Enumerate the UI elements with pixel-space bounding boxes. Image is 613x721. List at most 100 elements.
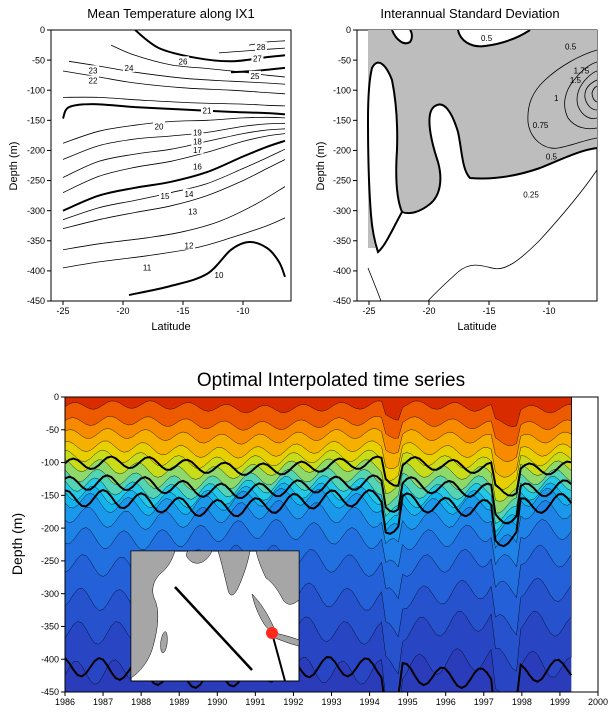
- isotherm-label-25: 25: [251, 72, 260, 81]
- panel-a-y-axis: 0 -50 -100 -150 -200 -250 -300 -350 -400 -450: [27, 25, 51, 306]
- panel-standard-deviation: Interannual Standard Deviation 0.5 0.5 1.7…: [315, 6, 598, 333]
- isotherm-15: [62, 139, 286, 212]
- isotherm-label-bg: [249, 70, 261, 80]
- x-tick-label: -25: [362, 306, 375, 316]
- isotherm-label-bg: [191, 144, 204, 154]
- x-tick-label: 1997: [474, 697, 494, 707]
- y-tick-label: -450: [41, 687, 59, 697]
- x-tick-label: 1989: [169, 697, 189, 707]
- y-tick-label: -50: [32, 55, 45, 65]
- y-tick-label: -300: [41, 589, 59, 599]
- isotherm-16: [62, 133, 286, 193]
- isotherm-label-bg: [255, 41, 267, 51]
- x-tick-label: -15: [482, 306, 495, 316]
- isotherm-17: [62, 128, 286, 178]
- x-tick-label: -10: [236, 306, 249, 316]
- isotherm-label-17: 17: [193, 146, 202, 155]
- panel-time-series: Optimal Interpolated time series 1986 198…: [9, 370, 608, 707]
- y-tick-label: -50: [338, 55, 351, 65]
- isotherm-10: [128, 240, 286, 296]
- x-tick-label: 1994: [360, 697, 380, 707]
- std-label-1: 1: [554, 94, 559, 103]
- isotherm-label-bg: [186, 206, 199, 216]
- isotherm-label-bg: [177, 56, 189, 66]
- isotherm-label-bg: [213, 270, 225, 280]
- x-tick-label: 1998: [512, 697, 532, 707]
- y-tick-label: -200: [333, 146, 351, 156]
- isotherm-label-21: 21: [203, 107, 212, 116]
- panel-b-hole-top: [458, 30, 530, 47]
- y-tick-label: -300: [27, 206, 45, 216]
- x-tick-label: -20: [116, 306, 129, 316]
- panel-b-title: Interannual Standard Deviation: [380, 6, 559, 21]
- isotherm-label-bg: [159, 191, 171, 201]
- x-tick-label: 1992: [283, 697, 303, 707]
- std-label-0.5: 0.5: [565, 42, 577, 51]
- x-tick-label: 2000: [588, 697, 608, 707]
- inset-map-section-line: [174, 586, 253, 671]
- panel-b-contour-0.25-a: [427, 169, 597, 301]
- y-tick-label: -250: [27, 176, 45, 186]
- isotherm-13: [62, 159, 286, 230]
- isotherm-20: [62, 103, 286, 119]
- x-tick-label: -10: [542, 306, 555, 316]
- std-label-0.5: 0.5: [481, 34, 493, 43]
- isotherm-19: [62, 116, 286, 144]
- inset-map-india: [217, 550, 251, 596]
- inset-map-red-dot: [266, 627, 278, 639]
- isotherm-label-28: 28: [257, 43, 266, 52]
- y-tick-label: -100: [27, 85, 45, 95]
- isotherm-14: [62, 148, 286, 221]
- x-tick-label: 1999: [550, 697, 570, 707]
- isotherm-label-bg: [191, 161, 204, 171]
- panel-b-contour-0.75: [527, 49, 597, 149]
- isotherm-26: [134, 30, 286, 63]
- y-tick-label: -300: [333, 206, 351, 216]
- x-tick-label: -25: [56, 306, 69, 316]
- panel-a-x-axis: -25 -20 -15 -10: [56, 301, 250, 316]
- y-tick-label: -350: [41, 622, 59, 632]
- panel-b-x-axis: -25 -20 -15 -10: [362, 301, 556, 316]
- panel-b-ylabel: Depth (m): [315, 142, 327, 191]
- isotherm-label-26: 26: [179, 57, 188, 66]
- inset-map-section-line-east: [271, 632, 286, 682]
- std-label-1.5: 1.5: [570, 76, 582, 85]
- panel-b-hole-left: [368, 62, 402, 253]
- y-tick-label: -200: [41, 523, 59, 533]
- bold-isotherm-1: [65, 474, 572, 525]
- y-tick-label: -350: [333, 236, 351, 246]
- panel-b-contour-1.5: [584, 79, 597, 111]
- panel-c-x-axis: 1986 1987 1988 1989 1990 1991 1992 1993 1994 1995…: [55, 692, 608, 707]
- isotherm-24: [110, 44, 286, 78]
- isotherm-label-12: 12: [185, 242, 194, 251]
- y-tick-label: -100: [333, 85, 351, 95]
- panel-b-contour-0.5-d: [391, 30, 413, 45]
- x-tick-label: 1991: [245, 697, 265, 707]
- y-tick-label: -50: [46, 425, 59, 435]
- isotherm-band-0: [65, 397, 572, 427]
- y-tick-label: -400: [333, 266, 351, 276]
- isotherm-label-23: 23: [89, 66, 98, 75]
- y-tick-label: -400: [27, 266, 45, 276]
- isotherm-label-18: 18: [193, 137, 202, 146]
- y-tick-label: -400: [41, 654, 59, 664]
- panel-b-y-axis: 0 -50 -100 -150 -200 -250 -300 -350 -400 -450: [333, 25, 357, 306]
- isotherm-label-13: 13: [188, 207, 197, 216]
- std-label-1.75: 1.75: [574, 66, 590, 75]
- y-tick-label: -150: [41, 490, 59, 500]
- inset-map-southeast-asia: [255, 550, 300, 605]
- inset-map-africa: [130, 550, 176, 679]
- isotherm-21: [62, 96, 286, 107]
- isotherm-label-bg: [201, 105, 213, 115]
- isotherm-label-bg: [191, 136, 204, 146]
- panel-b-contour-0.25-b: [367, 267, 382, 301]
- y-tick-label: 0: [54, 392, 59, 402]
- isotherm-label-20: 20: [155, 122, 164, 131]
- isotherm-label-bg: [191, 127, 204, 137]
- panel-a-ylabel: Depth (m): [8, 142, 20, 191]
- x-tick-label: 1990: [207, 697, 227, 707]
- x-tick-label: -15: [176, 306, 189, 316]
- x-tick-label: 1995: [398, 697, 418, 707]
- isotherm-label-bg: [87, 75, 99, 85]
